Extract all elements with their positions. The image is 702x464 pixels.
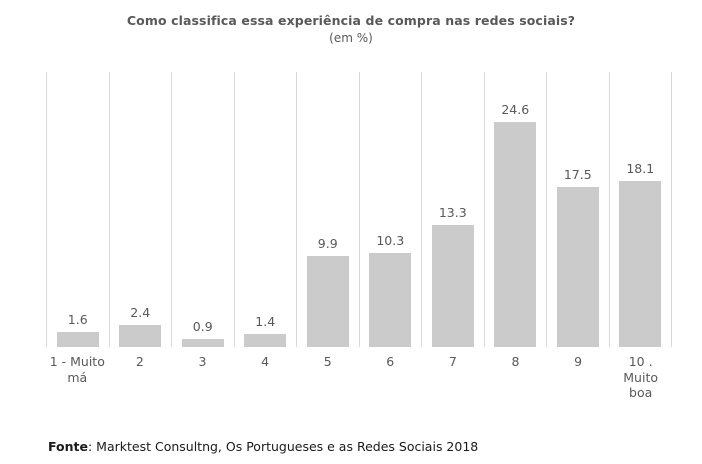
plot-area: 1.6 2.4 0.9 1.4 9.9 10.3 13.3 24.6 17.5 18.1 bbox=[46, 72, 672, 347]
category-label-line: 8 bbox=[511, 354, 520, 369]
category-label-line: 10 . bbox=[628, 354, 653, 369]
bar bbox=[431, 225, 474, 347]
bar bbox=[56, 332, 99, 347]
category-axis: 1 - Muito má 2 3 4 5 6 7 8 9 10 . Muito boa bbox=[46, 354, 672, 401]
category-label-line: 1 - Muito bbox=[49, 354, 105, 369]
bar-slot: 1.6 bbox=[46, 72, 109, 347]
category-label: 2 bbox=[109, 354, 172, 401]
category-label: 9 bbox=[547, 354, 610, 401]
category-label: 3 bbox=[171, 354, 234, 401]
bar-value-label: 17.5 bbox=[563, 166, 592, 182]
bar bbox=[619, 181, 662, 347]
category-label-line: 5 bbox=[323, 354, 332, 369]
bar-slot: 24.6 bbox=[483, 72, 547, 347]
category-label: 10 . Muito boa bbox=[609, 354, 672, 401]
bar-value-label: 9.9 bbox=[317, 236, 338, 252]
category-label-line: boa bbox=[629, 385, 653, 401]
category-label: 4 bbox=[234, 354, 297, 401]
category-label-line: Muito bbox=[623, 369, 658, 385]
category-label-line: 6 bbox=[386, 354, 395, 369]
source-footer: Fonte: Marktest Consultng, Os Portuguese… bbox=[48, 439, 478, 454]
bar-slot: 0.9 bbox=[171, 72, 234, 347]
bar-value-label: 10.3 bbox=[376, 232, 405, 248]
category-label: 6 bbox=[359, 354, 422, 401]
bar bbox=[119, 325, 162, 347]
category-label: 1 - Muito má bbox=[46, 354, 109, 401]
bar bbox=[244, 334, 287, 347]
category-label: 5 bbox=[296, 354, 359, 401]
bar-value-label: 2.4 bbox=[130, 305, 151, 320]
chart-title: Como classifica essa experiência de comp… bbox=[126, 13, 576, 28]
category-label-line: 2 bbox=[135, 354, 144, 369]
source-text: : Marktest Consultng, Os Portugueses e a… bbox=[87, 439, 479, 454]
bar-slot: 17.5 bbox=[546, 72, 609, 347]
bar bbox=[494, 121, 537, 347]
category-label-line: 7 bbox=[448, 354, 457, 369]
category-label-line: 9 bbox=[574, 354, 583, 369]
category-label-line: 3 bbox=[198, 354, 207, 369]
bar-value-label: 1.6 bbox=[67, 312, 88, 328]
bar-value-label: 0.9 bbox=[192, 318, 213, 334]
bar-slot: 2.4 bbox=[108, 72, 172, 347]
bar-value-label: 1.4 bbox=[255, 314, 276, 330]
bar-slot: 9.9 bbox=[296, 72, 359, 347]
bar bbox=[306, 256, 349, 347]
bar bbox=[181, 338, 224, 347]
bar-slot: 10.3 bbox=[358, 72, 422, 347]
chart-subtitle: (em %) bbox=[329, 31, 373, 45]
bar-slot: 1.4 bbox=[233, 72, 297, 347]
bar bbox=[556, 186, 599, 347]
bar-slot: 13.3 bbox=[421, 72, 484, 347]
source-label: Fonte bbox=[48, 439, 88, 454]
category-label-line: 4 bbox=[261, 354, 270, 369]
bar-value-label: 18.1 bbox=[626, 161, 655, 177]
bar-slot: 18.1 bbox=[608, 72, 672, 347]
category-label: 7 bbox=[422, 354, 485, 401]
bar-value-label: 24.6 bbox=[501, 101, 530, 117]
bar bbox=[369, 252, 412, 347]
category-label: 8 bbox=[484, 354, 547, 401]
category-label-line: má bbox=[67, 369, 88, 385]
bar-value-label: 13.3 bbox=[438, 205, 467, 221]
